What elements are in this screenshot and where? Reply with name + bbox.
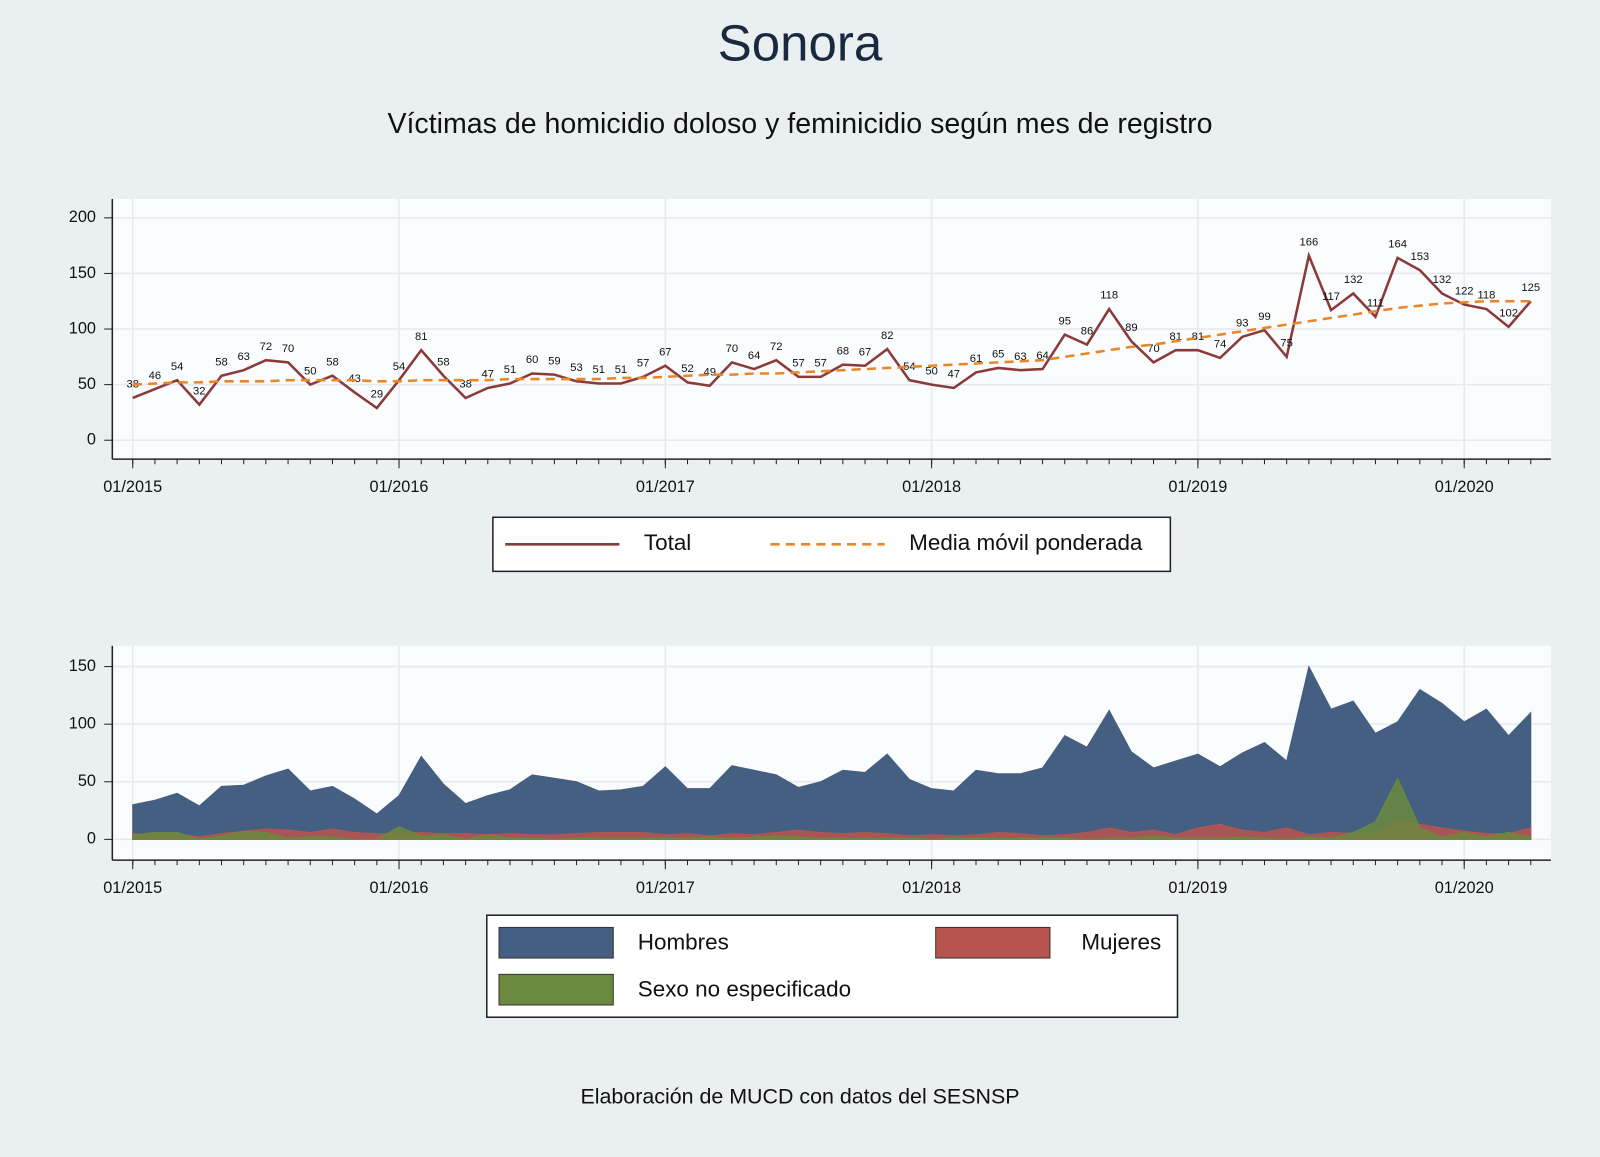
x-tick-label: 01/2015 — [103, 879, 162, 897]
data-label: 54 — [393, 361, 405, 373]
data-label: 125 — [1521, 282, 1540, 294]
data-label: 49 — [703, 366, 715, 378]
data-label: 70 — [282, 343, 294, 355]
data-label: 58 — [215, 356, 227, 368]
data-label: 57 — [814, 358, 826, 370]
x-tick-label: 01/2020 — [1435, 879, 1494, 897]
data-label: 50 — [925, 365, 937, 377]
legend-label: Sexo no especificado — [638, 977, 851, 1002]
y-tick-label: 150 — [69, 657, 96, 675]
data-label: 86 — [1081, 325, 1093, 337]
data-label: 72 — [260, 341, 272, 353]
data-label: 118 — [1100, 290, 1118, 302]
data-label: 93 — [1236, 318, 1248, 330]
y-tick-label: 100 — [69, 714, 96, 732]
data-label: 81 — [1192, 331, 1204, 343]
data-label: 58 — [326, 356, 338, 368]
data-label: 29 — [371, 389, 383, 401]
data-label: 132 — [1433, 274, 1452, 286]
legend-swatch — [935, 926, 1051, 959]
line — [132, 299, 1531, 386]
legend-label: Total — [644, 530, 691, 555]
y-tick-label: 100 — [69, 319, 96, 337]
x-tick-label: 01/2017 — [636, 478, 695, 496]
source-note: Elaboración de MUCD con datos del SESNSP — [580, 1084, 1019, 1108]
data-label: 47 — [482, 369, 494, 381]
data-label: 75 — [1280, 338, 1292, 350]
data-label: 132 — [1344, 274, 1363, 286]
data-label: 95 — [1059, 315, 1071, 327]
data-label: 58 — [437, 356, 449, 368]
data-label: 52 — [681, 363, 693, 375]
x-tick-label: 01/2020 — [1435, 478, 1494, 496]
data-label: 118 — [1477, 290, 1495, 302]
data-label: 54 — [171, 361, 183, 373]
x-tick-label: 01/2019 — [1168, 879, 1227, 897]
data-label: 38 — [126, 379, 138, 391]
y-tick-label: 50 — [78, 772, 96, 790]
data-label: 102 — [1499, 308, 1518, 320]
data-label: 59 — [548, 355, 560, 367]
data-label: 89 — [1125, 322, 1137, 334]
data-label: 53 — [570, 362, 582, 374]
data-label: 67 — [659, 346, 671, 358]
line — [132, 251, 1532, 410]
y-tick-label: 200 — [69, 208, 96, 226]
data-label: 54 — [903, 361, 915, 373]
area — [132, 777, 1532, 840]
y-tick-label: 150 — [69, 264, 96, 282]
legend-label: Hombres — [638, 930, 729, 955]
data-label: 82 — [881, 330, 893, 342]
data-label: 81 — [415, 331, 427, 343]
data-label: 57 — [792, 358, 804, 370]
x-tick-label: 01/2018 — [902, 879, 961, 897]
data-label: 47 — [948, 369, 960, 381]
data-label: 64 — [748, 350, 760, 362]
data-label: 72 — [770, 341, 782, 353]
legend-swatch — [498, 973, 614, 1006]
x-tick-label: 01/2018 — [902, 478, 961, 496]
data-label: 57 — [637, 358, 649, 370]
data-label: 68 — [837, 345, 849, 357]
data-label: 51 — [593, 364, 605, 376]
data-label: 166 — [1300, 236, 1319, 248]
x-tick-label: 01/2015 — [103, 478, 162, 496]
subtitle: Víctimas de homicidio doloso y feminicid… — [387, 108, 1212, 140]
data-label: 51 — [615, 364, 627, 376]
area — [132, 665, 1532, 840]
data-label: 63 — [237, 351, 249, 363]
data-label: 111 — [1367, 298, 1384, 310]
data-label: 60 — [526, 354, 538, 366]
data-label: 38 — [459, 379, 471, 391]
data-label: 46 — [149, 370, 161, 382]
x-tick-label: 01/2016 — [370, 879, 429, 897]
y-tick-label: 50 — [78, 375, 96, 393]
data-label: 117 — [1322, 291, 1340, 303]
y-tick-label: 0 — [87, 830, 96, 848]
data-label: 67 — [859, 346, 871, 358]
data-label: 50 — [304, 365, 316, 377]
data-label: 74 — [1214, 339, 1226, 351]
data-label: 153 — [1410, 251, 1429, 263]
data-label: 51 — [504, 364, 516, 376]
data-label: 64 — [1036, 350, 1048, 362]
title: Sonora — [718, 14, 883, 71]
data-label: 65 — [992, 349, 1004, 361]
legend-label: Mujeres — [1081, 930, 1161, 955]
data-label: 70 — [1147, 343, 1159, 355]
data-label: 122 — [1455, 285, 1474, 297]
data-label: 32 — [193, 385, 205, 397]
y-tick-label: 0 — [87, 431, 96, 449]
x-tick-label: 01/2019 — [1168, 478, 1227, 496]
x-tick-label: 01/2016 — [370, 478, 429, 496]
x-tick-label: 01/2017 — [636, 879, 695, 897]
legend-swatch — [498, 926, 614, 959]
data-label: 70 — [726, 343, 738, 355]
data-label: 99 — [1258, 311, 1270, 323]
legend-label: Media móvil ponderada — [909, 530, 1143, 555]
data-label: 164 — [1388, 239, 1407, 251]
